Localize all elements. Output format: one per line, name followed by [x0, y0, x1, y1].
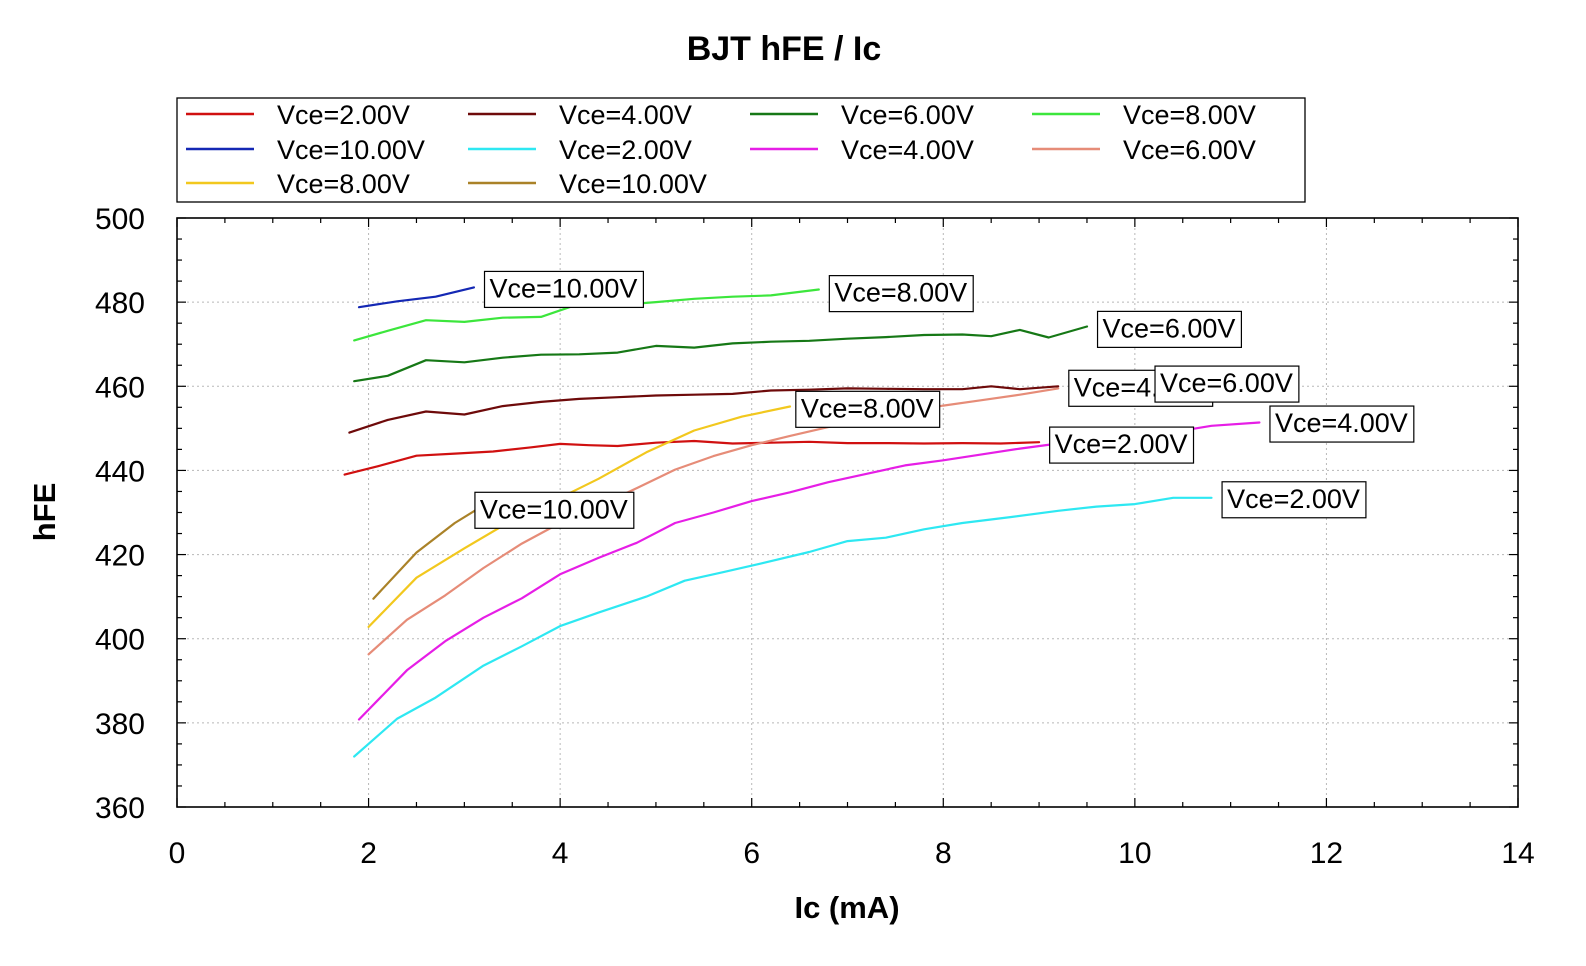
annotation-box [828, 275, 974, 313]
annotation-text: Vce=10.00V [480, 494, 628, 524]
legend-entry: Vce=8.00V [277, 169, 410, 199]
annotation-box [1096, 310, 1243, 348]
legend-entry: Vce=10.00V [277, 135, 425, 165]
legend-entry: Vce=2.00V [277, 100, 410, 130]
annotation-label: Vce=2.00V [1049, 426, 1195, 464]
annotation-label: Vce=6.00V [1154, 365, 1300, 403]
y-tick-label: 420 [95, 540, 145, 573]
series-line [353, 496, 1213, 758]
y-tick-label: 500 [95, 203, 145, 236]
y-tick-label: 460 [95, 371, 145, 404]
annotation-box [483, 270, 644, 309]
annotation-box [1154, 365, 1300, 403]
annotation-text: Vce=8.00V [834, 278, 967, 308]
legend-entry: Vce=4.00V [559, 100, 692, 130]
x-tick-label: 6 [743, 837, 760, 870]
annotation-box [1269, 405, 1415, 443]
legend-entry: Vce=2.00V [559, 135, 692, 165]
annotation-label: Vce=10.00V [474, 491, 635, 529]
annotation-text: Vce=8.00V [801, 393, 934, 423]
series-line [343, 439, 1041, 476]
annotation-label: Vce=8.00V [828, 275, 974, 313]
y-tick-label: 360 [95, 792, 145, 825]
x-axis-label: Ic (mA) [794, 890, 899, 925]
series-line [367, 387, 1060, 656]
annotation-box [1049, 426, 1195, 464]
x-tick-label: 14 [1501, 837, 1534, 870]
x-tick-label: 8 [935, 837, 952, 870]
x-tick-label: 10 [1118, 837, 1151, 870]
y-tick-label: 480 [95, 287, 145, 320]
series-line [372, 507, 480, 600]
annotation-text: Vce=2.00V [1055, 429, 1188, 459]
y-tick-label: 440 [95, 455, 145, 488]
annotations: Vce=10.00V Vce=8.00V Vce=6.00V Vce=4.00V Vce… [474, 270, 1415, 529]
legend-entry: Vce=10.00V [559, 169, 707, 199]
legend-entry: Vce=6.00V [1123, 135, 1256, 165]
x-tick-label: 4 [552, 837, 569, 870]
annotation-box [1221, 481, 1367, 519]
x-tick-label: 12 [1310, 837, 1343, 870]
series-line [353, 325, 1089, 383]
y-tick-label: 380 [95, 708, 145, 741]
x-tick-label: 2 [360, 837, 377, 870]
y-tick-label: 400 [95, 624, 145, 657]
chart-title: BJT hFE / Ic [687, 30, 882, 68]
series-line [348, 385, 1060, 434]
annotation-text: Vce=10.00V [490, 273, 638, 303]
legend-box [176, 97, 1306, 203]
x-tick-label: 0 [169, 837, 186, 870]
annotation-label: Vce=10.00V [483, 270, 644, 309]
series-line [357, 286, 475, 309]
annotation-box [474, 491, 635, 529]
series-line [367, 405, 792, 629]
y-axis-label: hFE [27, 483, 62, 542]
annotation-box [795, 390, 941, 428]
annotation-text: Vce=4.00V [1275, 408, 1408, 438]
annotation-label: Vce=6.00V [1096, 310, 1243, 348]
legend-entry: Vce=8.00V [1123, 100, 1256, 130]
annotation-text: Vce=2.00V [1227, 484, 1360, 514]
annotation-text: Vce=6.00V [1103, 313, 1236, 343]
annotation-label: Vce=4.00V [1269, 405, 1415, 443]
series-group [343, 286, 1261, 758]
annotation-label: Vce=8.00V [795, 390, 941, 428]
annotation-text: Vce=6.00V [1160, 368, 1293, 398]
annotation-label: Vce=2.00V [1221, 481, 1367, 519]
ticks: 0 2 4 6 8 10 12 14 360 380 400 420 440 460 480 500 [95, 203, 1535, 870]
legend-entry: Vce=4.00V [841, 135, 974, 165]
legend-entry: Vce=6.00V [841, 100, 974, 130]
legend: Vce=2.00V Vce=4.00V Vce=6.00V Vce=8.00V Vce=… [176, 97, 1306, 203]
